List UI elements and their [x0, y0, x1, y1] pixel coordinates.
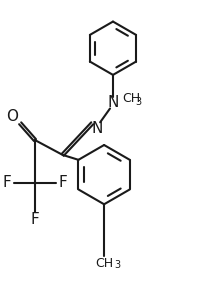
Text: 3: 3 [114, 260, 120, 270]
Text: 3: 3 [136, 97, 142, 107]
Text: N: N [107, 95, 119, 110]
Text: F: F [31, 212, 39, 227]
Text: CH: CH [122, 92, 140, 105]
Text: O: O [6, 109, 18, 124]
Text: CH: CH [95, 257, 113, 270]
Text: F: F [3, 175, 12, 190]
Text: N: N [91, 121, 103, 136]
Text: F: F [58, 175, 67, 190]
